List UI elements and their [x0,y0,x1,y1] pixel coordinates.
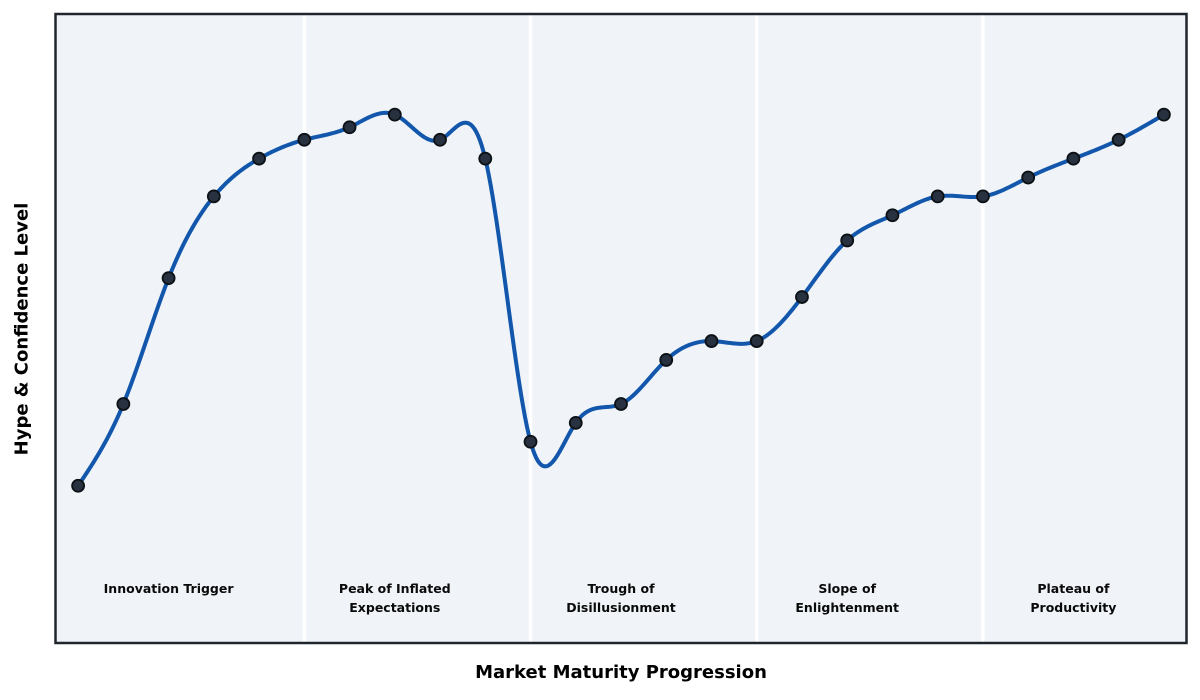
data-point [749,334,764,348]
phase-label-slope-of-enlightenment: Slope of Enlightenment [795,581,899,615]
data-point [206,189,221,204]
data-point [840,233,855,248]
data-point [342,120,357,135]
phase-label-trough-of-disillusionment: Trough of Disillusionment [566,581,676,615]
data-point [433,132,447,147]
y-axis-label: Hype & Confidence Level [11,202,33,456]
data-point [116,397,131,411]
data-point [930,189,945,204]
data-point [614,397,628,411]
data-point [795,290,809,304]
data-point [478,151,493,166]
data-point [1021,170,1036,185]
phase-label-plateau-of-productivity: Plateau of Productivity [1030,581,1117,615]
data-point [161,271,176,286]
data-point [1111,132,1126,147]
data-point [387,107,402,122]
phase-label-innovation-trigger: Innovation Trigger [103,581,234,596]
data-point [885,208,900,223]
plot-background [55,14,1187,643]
plot-border [54,12,1188,645]
data-point [252,151,266,166]
phase-label-peak-of-inflated-expectations: Peak of Inflated Expectations [338,581,451,615]
data-point [297,132,312,147]
data-point [523,434,538,449]
data-point [71,478,86,493]
data-point [976,189,990,204]
x-axis-label: Market Maturity Progression [475,662,767,683]
data-point [1066,151,1081,166]
data-point [1156,107,1171,122]
data-point [568,415,583,430]
data-point [704,334,719,348]
data-point [659,353,674,367]
